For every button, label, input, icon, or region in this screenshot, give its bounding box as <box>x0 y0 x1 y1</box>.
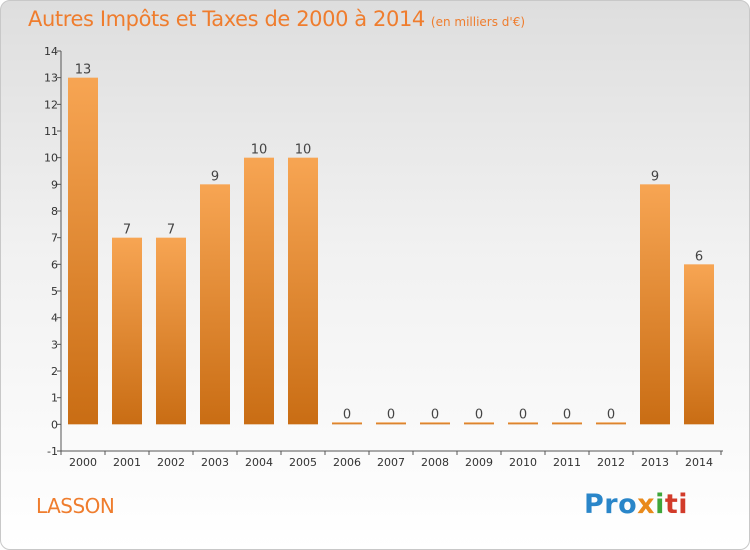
x-tick-label: 2005 <box>289 456 317 469</box>
data-label-2007: 0 <box>387 407 395 422</box>
data-label-2001: 7 <box>123 223 131 238</box>
x-tick-label: 2009 <box>465 456 493 469</box>
chart-subtitle: (en milliers d'€) <box>430 15 526 29</box>
y-tick-label: 0 <box>51 418 58 431</box>
x-tick-label: 2012 <box>597 456 625 469</box>
bar-2004 <box>244 157 274 425</box>
y-tick-label: 5 <box>51 285 58 298</box>
data-label-2006: 0 <box>343 407 351 422</box>
data-label-2005: 10 <box>295 143 312 158</box>
logo-part: ti <box>664 489 689 520</box>
logo-part: x <box>637 489 656 520</box>
bar-2013 <box>640 184 670 425</box>
x-tick-label: 2000 <box>69 456 97 469</box>
bar-2012 <box>596 422 626 425</box>
data-label-2000: 13 <box>75 63 92 78</box>
bar-2005 <box>288 157 318 425</box>
bar-2009 <box>464 422 494 425</box>
y-tick-label: 7 <box>51 232 58 245</box>
data-label-2008: 0 <box>431 407 439 422</box>
y-tick-label: 6 <box>51 258 58 271</box>
y-tick-label: -1 <box>47 445 58 458</box>
chart-title-text: Autres Impôts et Taxes de 2000 à 2014 <box>28 7 425 31</box>
y-tick-label: 4 <box>51 312 58 325</box>
y-tick-label: 2 <box>51 365 58 378</box>
x-tick-label: 2011 <box>553 456 581 469</box>
x-tick-label: 2014 <box>685 456 713 469</box>
x-tick-label: 2001 <box>113 456 141 469</box>
data-label-2014: 6 <box>695 249 703 264</box>
x-tick-label: 2007 <box>377 456 405 469</box>
logo-part: i <box>655 489 665 520</box>
place-name: LASSON <box>36 494 115 518</box>
x-tick-label: 2006 <box>333 456 361 469</box>
bar-2011 <box>552 422 582 425</box>
x-tick-label: 2004 <box>245 456 273 469</box>
x-tick-label: 2013 <box>641 456 669 469</box>
proxiti-logo: Proxiti <box>584 489 688 520</box>
data-label-2004: 10 <box>251 143 268 158</box>
bar-2010 <box>508 422 538 425</box>
y-tick-label: 8 <box>51 205 58 218</box>
data-label-2002: 7 <box>167 223 175 238</box>
y-tick-label: 14 <box>44 45 58 58</box>
x-tick-label: 2003 <box>201 456 229 469</box>
bar-2014 <box>684 264 714 425</box>
x-tick-label: 2008 <box>421 456 449 469</box>
bar-2007 <box>376 422 406 425</box>
data-label-2013: 9 <box>651 169 659 184</box>
x-tick-label: 2010 <box>509 456 537 469</box>
data-label-2009: 0 <box>475 407 483 422</box>
data-label-2010: 0 <box>519 407 527 422</box>
bars <box>68 77 714 425</box>
bar-2001 <box>112 237 142 425</box>
y-tick-label: 1 <box>51 392 58 405</box>
y-tick-label: 13 <box>44 72 58 85</box>
data-labels: 13 7 7 9 10 10 0 0 0 0 0 0 0 9 6 <box>75 63 703 423</box>
y-tick-label: 9 <box>51 178 58 191</box>
y-tick-label: 11 <box>44 125 58 138</box>
y-tick-label: 3 <box>51 338 58 351</box>
x-tick-label: 2002 <box>157 456 185 469</box>
data-label-2003: 9 <box>211 169 219 184</box>
logo-part: Pro <box>584 489 638 520</box>
bar-2000 <box>68 77 98 425</box>
bar-2003 <box>200 184 230 425</box>
y-tick-label: 12 <box>44 98 58 111</box>
bar-2002 <box>156 237 186 425</box>
bar-2008 <box>420 422 450 425</box>
chart-title: Autres Impôts et Taxes de 2000 à 2014 (en… <box>28 7 525 31</box>
y-tick-label: 10 <box>44 152 58 165</box>
bar-2006 <box>332 422 362 425</box>
data-label-2011: 0 <box>563 407 571 422</box>
data-label-2012: 0 <box>607 407 615 422</box>
